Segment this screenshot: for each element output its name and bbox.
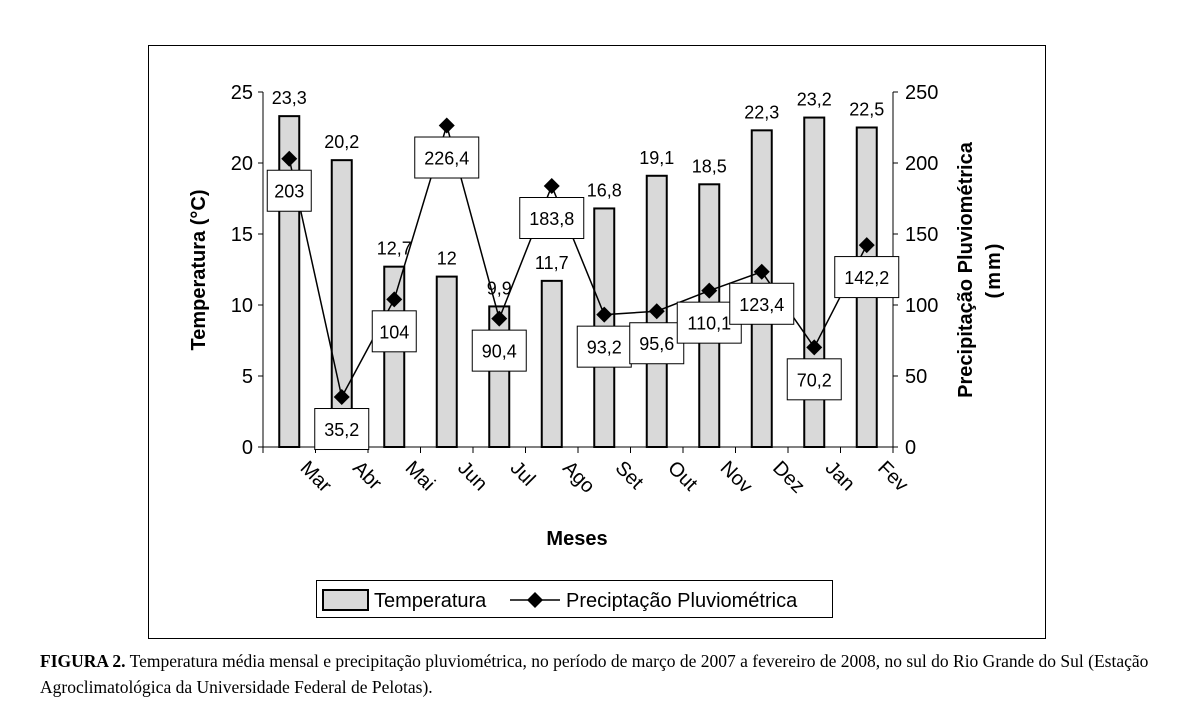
y2-axis-title-line2: (mm)	[983, 242, 1005, 299]
bar-Jul	[488, 305, 511, 449]
y2-tick-label: 200	[905, 153, 938, 175]
bar-value-label: 18,5	[692, 156, 727, 176]
y2-tick-label: 250	[905, 82, 938, 104]
precipitation-label-box	[471, 329, 527, 372]
caption-text: Temperatura média mensal e precipitação …	[40, 651, 1149, 697]
precipitation-label-box	[519, 197, 585, 240]
bar-value-label: 22,5	[849, 100, 884, 120]
y-tick-label: 20	[231, 153, 253, 175]
y-tick-label: 15	[231, 224, 253, 246]
precipitation-value-label: 110,1	[687, 314, 731, 334]
bar-value-label: 19,1	[639, 148, 674, 168]
precipitation-value-label: 70,2	[797, 370, 832, 390]
precipitation-marker-Out	[648, 303, 665, 320]
bar-Ago	[540, 279, 563, 448]
precipitation-value-label: 104	[379, 322, 409, 342]
legend-label-precipitacao: Preciptação Pluviométrica	[566, 590, 798, 612]
y2-tick-label: 150	[905, 224, 938, 246]
precipitation-value-label: 226,4	[424, 149, 469, 169]
precipitation-marker-Set	[596, 306, 613, 323]
precipitation-value-label: 203	[274, 182, 304, 202]
bar-value-label: 11,7	[535, 253, 569, 273]
precipitation-label-box	[629, 322, 685, 365]
precipitation-marker-Jul	[491, 310, 508, 327]
precipitation-label-box	[314, 408, 370, 451]
caption-label: FIGURA 2.	[40, 651, 126, 671]
precipitation-label-box	[729, 282, 795, 325]
precipitation-label-box	[266, 169, 312, 212]
x-axis-title: Meses	[546, 528, 607, 550]
precipitation-label-box	[414, 136, 480, 179]
y2-tick-label: 0	[905, 437, 916, 459]
legend-swatch-temperatura	[322, 589, 369, 611]
precipitation-marker-Mai	[386, 291, 403, 308]
precipitation-label-box	[786, 358, 842, 401]
precipitation-value-label: 95,6	[639, 334, 674, 354]
figure-caption: FIGURA 2. Temperatura média mensal e pre…	[40, 648, 1190, 700]
bar-Jun	[435, 275, 458, 448]
precipitation-value-label: 35,2	[324, 420, 359, 440]
precipitation-value-label: 90,4	[482, 342, 517, 362]
bar-value-label: 22,3	[744, 102, 779, 122]
precipitation-label-box	[576, 325, 632, 368]
precipitation-value-label: 183,8	[529, 209, 574, 229]
precipitation-marker-Jan	[806, 339, 823, 356]
y-tick-label: 10	[231, 295, 253, 317]
precipitation-label-box	[834, 256, 900, 299]
legend-diamond-marker	[527, 592, 543, 608]
precipitation-value-label: 93,2	[587, 338, 622, 358]
precipitation-marker-Mar	[281, 150, 298, 167]
precipitation-marker-Jun	[438, 117, 455, 134]
y-tick-label: 5	[242, 366, 253, 388]
bar-value-label: 12	[437, 249, 457, 269]
precipitation-value-label: 123,4	[739, 295, 784, 315]
precipitation-marker-Nov	[701, 282, 718, 299]
y-tick-label: 0	[242, 437, 253, 459]
legend-box	[316, 580, 833, 618]
y-tick-label: 25	[231, 82, 253, 104]
bar-value-label: 23,2	[797, 90, 832, 110]
y2-tick-label: 100	[905, 295, 938, 317]
precipitation-value-label: 142,2	[844, 268, 889, 288]
precipitation-marker-Ago	[543, 178, 560, 195]
legend: Temperatura Preciptação Pluviométrica	[316, 580, 833, 618]
bar-value-label: 20,2	[324, 132, 359, 152]
precipitation-marker-Fev	[858, 237, 875, 254]
bar-value-label: 9,9	[487, 278, 512, 298]
bar-value-label: 23,3	[272, 88, 307, 108]
legend-label-temperatura: Temperatura	[374, 590, 487, 612]
y2-tick-label: 50	[905, 366, 927, 388]
bar-value-label: 12,7	[377, 239, 412, 259]
y-axis-title: Temperatura (°C)	[188, 190, 210, 351]
bar-value-label: 16,8	[587, 180, 622, 200]
y2-axis-title-line1: Precipitação Pluviométrica	[955, 141, 977, 398]
precipitation-marker-Dez	[753, 263, 770, 280]
precipitation-label-box	[371, 310, 417, 353]
precipitation-marker-Abr	[333, 389, 350, 406]
